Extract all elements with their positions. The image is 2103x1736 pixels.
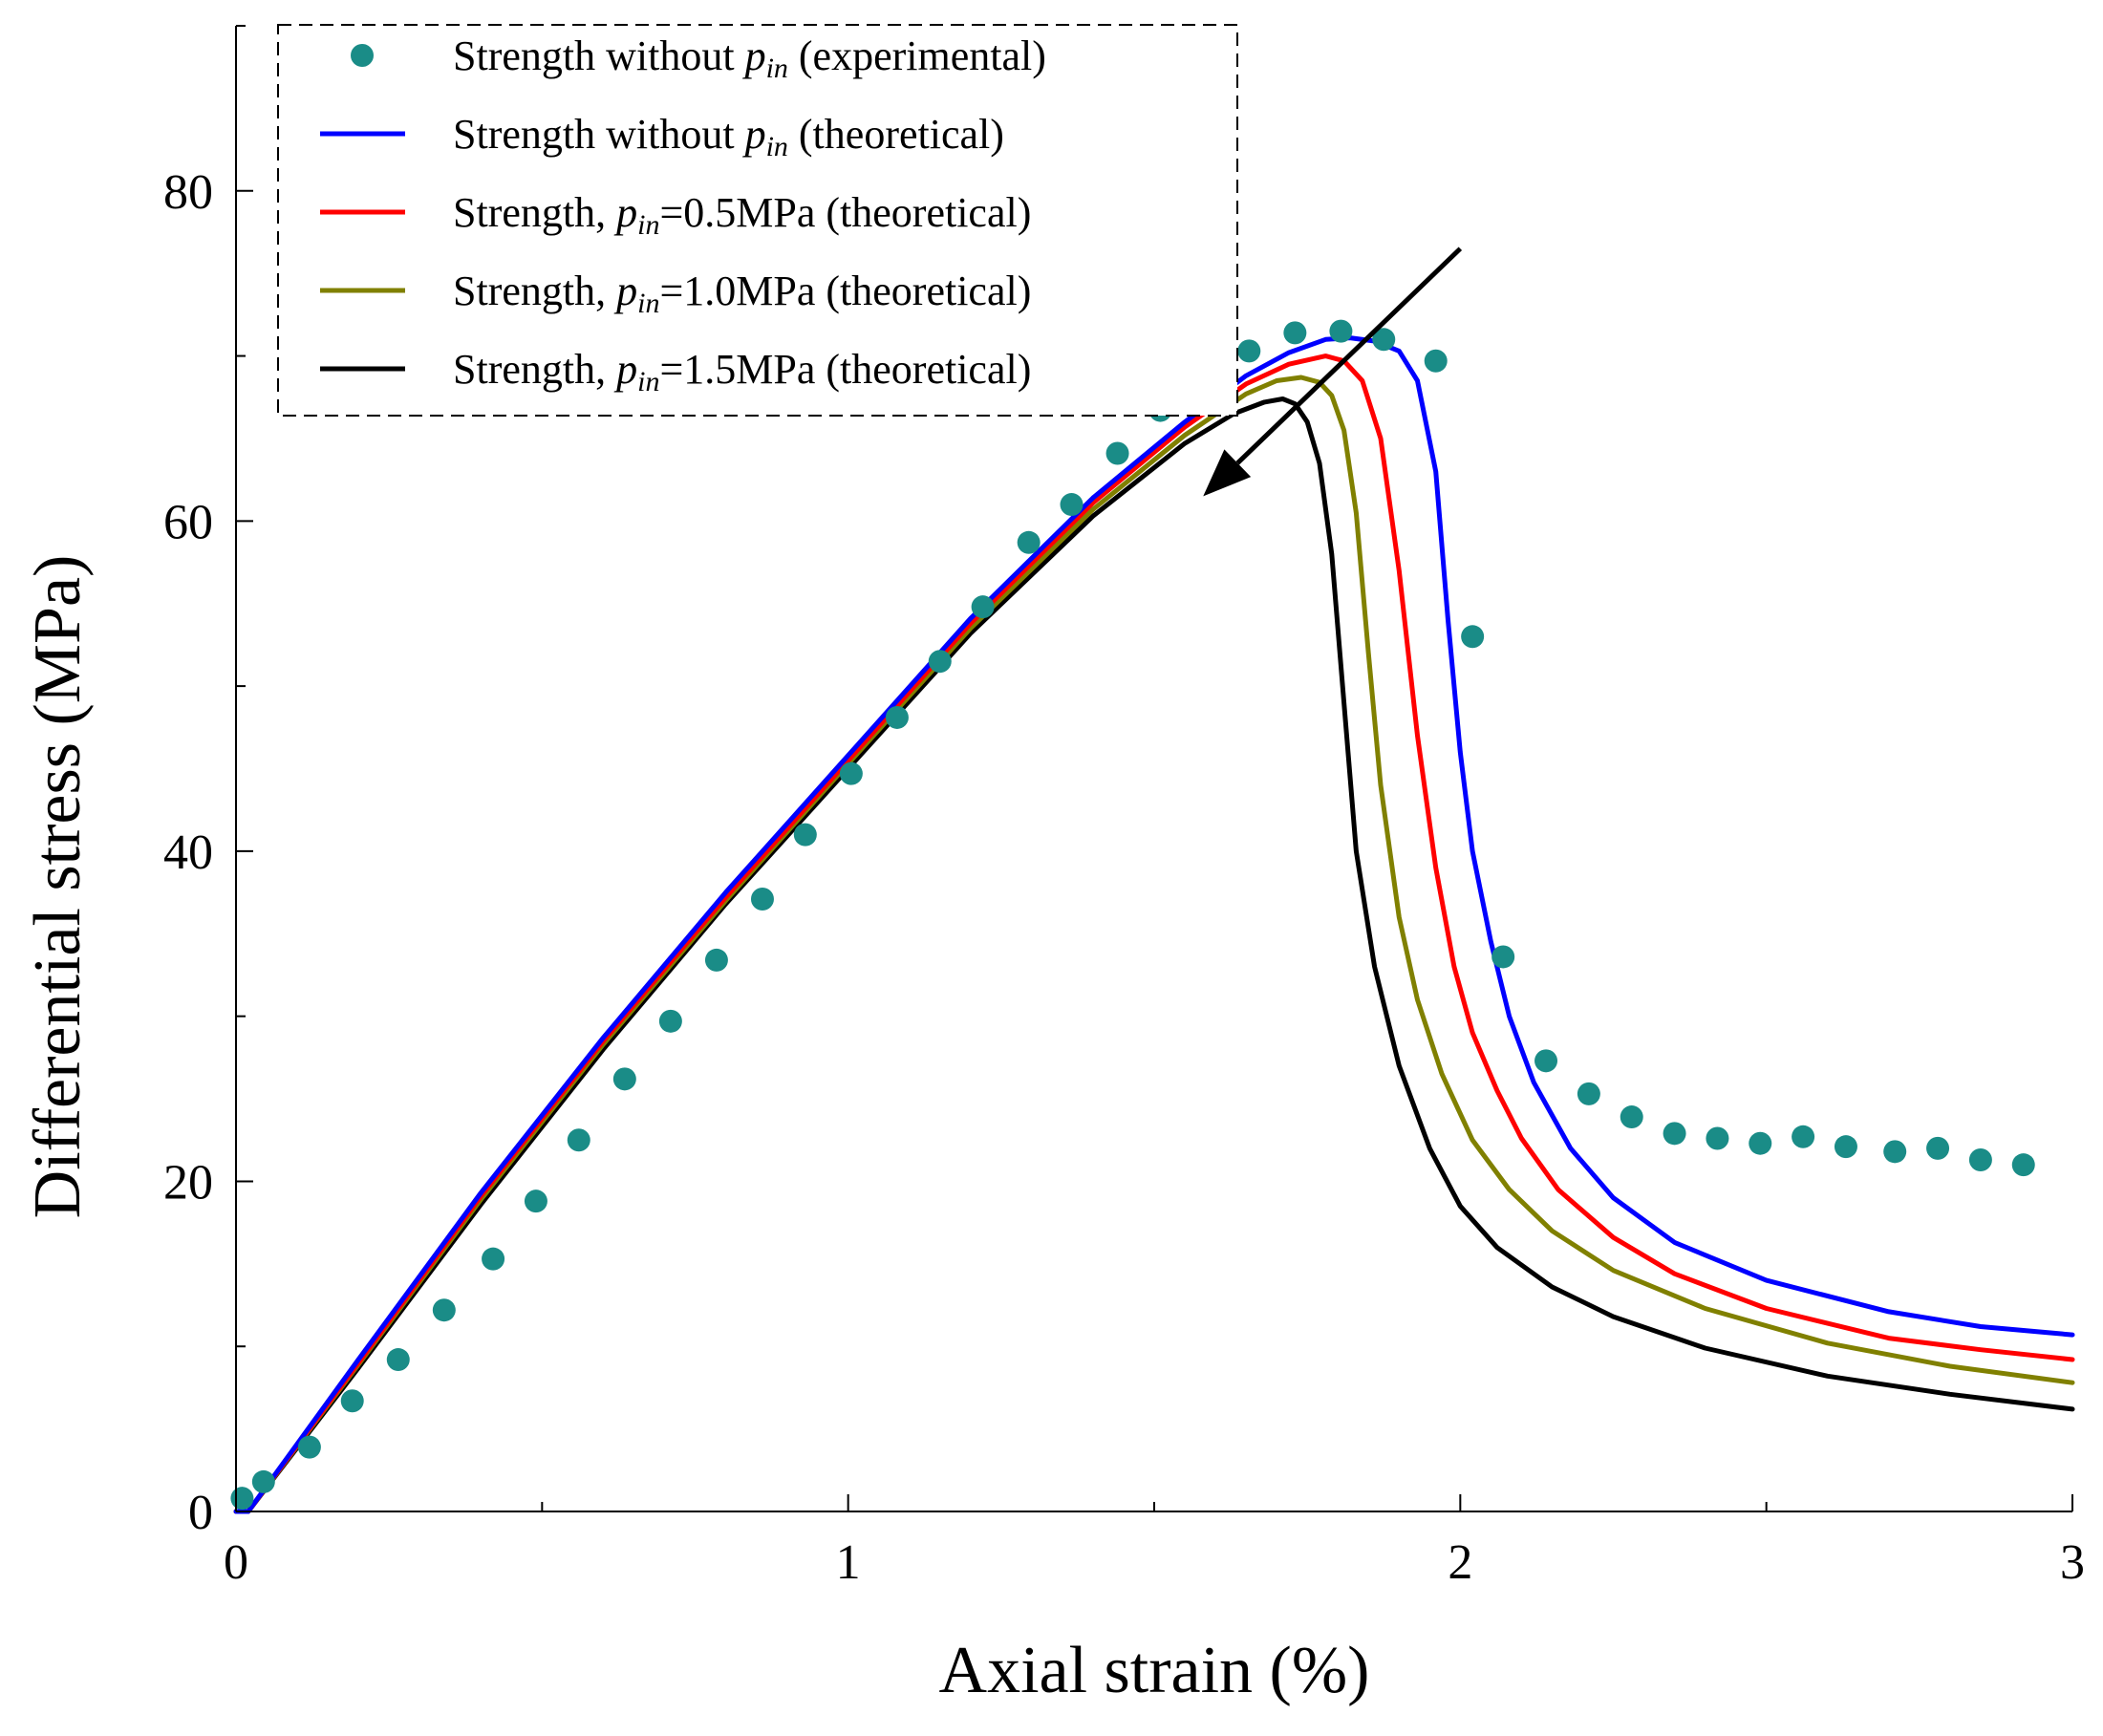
data-point	[1372, 328, 1396, 352]
x-tick-label: 2	[1448, 1535, 1472, 1590]
legend-label-2: Strength, pin=0.5MPa (theoretical)	[453, 189, 1031, 241]
y-tick-label: 80	[163, 165, 213, 220]
series-layer	[230, 319, 2075, 1514]
data-point	[885, 705, 909, 729]
data-point	[1237, 339, 1261, 363]
x-tick-label: 1	[836, 1535, 861, 1590]
legend-box	[277, 24, 1238, 417]
x-axis-title: Axial strain (%)	[939, 1634, 1370, 1707]
data-point	[1792, 1125, 1815, 1148]
data-point	[1424, 349, 1448, 373]
data-point	[1926, 1136, 1950, 1160]
y-tick-label: 0	[188, 1486, 213, 1540]
data-point	[251, 1469, 275, 1493]
data-point	[1017, 530, 1041, 554]
data-point	[297, 1435, 321, 1459]
data-point	[1577, 1082, 1600, 1105]
data-point	[432, 1298, 456, 1322]
data-point	[1461, 625, 1485, 649]
y-axis-title: Differential stress (MPa)	[21, 555, 95, 1219]
y-tick-label: 20	[163, 1155, 213, 1210]
x-tick-label: 0	[224, 1535, 248, 1590]
data-point	[704, 948, 728, 972]
legend-entries: Strength without pin (experimental) Stren…	[320, 32, 1046, 397]
data-point	[1534, 1049, 1558, 1073]
legend-label-3: Strength, pin=1.0MPa (theoretical)	[453, 268, 1031, 319]
legend-label-0: Strength without pin (experimental)	[453, 32, 1046, 84]
data-point	[567, 1128, 590, 1152]
series-line-1	[233, 335, 2075, 1514]
data-point	[1968, 1147, 1992, 1171]
data-point	[971, 595, 995, 619]
data-point	[1060, 493, 1084, 517]
data-point	[658, 1009, 682, 1033]
data-point	[1620, 1105, 1643, 1129]
x-tick-label: 3	[2060, 1535, 2085, 1590]
legend-label-4: Strength, pin=1.5MPa (theoretical)	[453, 346, 1031, 397]
data-point	[1749, 1131, 1772, 1155]
annotation-arrow-head	[1203, 449, 1252, 497]
plot-area	[230, 246, 2075, 1514]
y-tick-label: 40	[163, 825, 213, 880]
series-line-4	[233, 396, 2075, 1514]
data-point	[793, 823, 817, 847]
data-point	[1706, 1126, 1729, 1150]
data-point	[839, 761, 863, 785]
series-line-3	[233, 375, 2075, 1514]
data-point	[2011, 1153, 2035, 1177]
data-point	[612, 1067, 636, 1091]
data-point	[1283, 321, 1307, 345]
data-point	[340, 1389, 364, 1413]
data-point	[1883, 1140, 1907, 1164]
data-point	[1105, 441, 1129, 465]
legend-label-1: Strength without pin (theoretical)	[453, 111, 1004, 162]
axes: 0 1 2 3 0 20 40 60 80	[163, 25, 2085, 1590]
data-point	[482, 1247, 505, 1271]
data-point	[1329, 319, 1353, 343]
series-line-2	[233, 354, 2075, 1514]
ticks: 0 1 2 3 0 20 40 60 80	[163, 25, 2085, 1590]
data-point	[386, 1348, 410, 1372]
data-point	[928, 650, 952, 674]
legend: Strength without pin (experimental) Stren…	[277, 24, 1238, 417]
data-point	[1663, 1122, 1686, 1146]
data-point	[750, 887, 774, 911]
y-tick-label: 60	[163, 495, 213, 549]
annotation-arrow-shaft	[1235, 246, 1463, 465]
arrow-layer	[1203, 246, 1463, 497]
data-point	[1491, 945, 1515, 969]
data-point	[230, 1487, 254, 1511]
data-point	[1834, 1135, 1857, 1159]
data-point	[524, 1189, 547, 1213]
legend-marker-0	[351, 44, 374, 67]
